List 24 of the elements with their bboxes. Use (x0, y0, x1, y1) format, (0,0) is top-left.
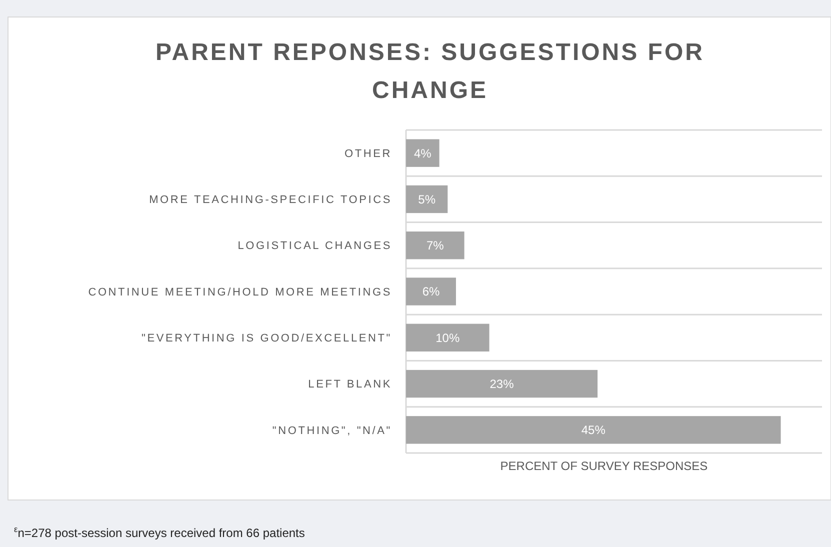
data-label: 45% (581, 423, 606, 438)
y-tick-label: LEFT BLANK (308, 378, 392, 391)
data-label: 7% (426, 238, 444, 253)
y-tick-label: CONTINUE MEETING/HOLD MORE MEETINGS (88, 286, 392, 298)
bar (406, 370, 598, 398)
bar (406, 416, 781, 444)
data-label: 23% (490, 376, 514, 391)
x-axis-title: PERCENT OF SURVEY RESPONSES (500, 459, 708, 473)
y-tick-label: LOGISTICAL CHANGES (238, 240, 392, 252)
bar (406, 278, 456, 306)
data-label: 10% (436, 330, 460, 345)
data-label: 4% (414, 146, 432, 160)
data-label: 5% (418, 192, 436, 206)
bar (406, 232, 464, 260)
text: $^{ε}$n=278 post-session surveys received from 66 patients (14, 524, 305, 540)
y-tick-label: MORE TEACHING-SPECIFIC TOPICS (149, 194, 392, 206)
y-tick-label: "EVERYTHING IS GOOD/EXCELLENT" (142, 332, 392, 344)
bar (406, 139, 440, 167)
y-tick-label: OTHER (344, 148, 392, 160)
bar (406, 185, 448, 214)
y-tick-label: "NOTHING", "N/A" (272, 424, 392, 437)
chart-title: PARENT REPONSES: SUGGESTIONS FOR CHANGE (156, 39, 704, 104)
bar (406, 324, 490, 352)
data-label: 6% (422, 284, 440, 299)
